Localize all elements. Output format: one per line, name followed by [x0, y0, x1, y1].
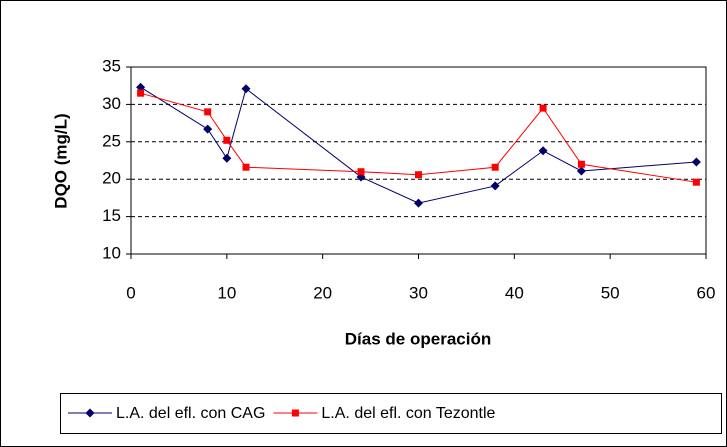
- plot-area: [130, 66, 707, 255]
- x-tick-label: 20: [313, 283, 332, 302]
- y-tick-label: 35: [102, 56, 121, 75]
- marker: [137, 89, 145, 97]
- x-tick-label: 40: [505, 283, 524, 302]
- legend-box: [60, 393, 722, 434]
- marker: [692, 178, 700, 186]
- x-tick-label: 30: [409, 283, 428, 302]
- marker: [490, 181, 500, 191]
- legend-label: L.A. del efl. con Tezontle: [321, 405, 495, 422]
- marker: [222, 153, 232, 163]
- series-line: [140, 92, 697, 183]
- y-tick-label: 25: [102, 131, 121, 150]
- y-tick-label: 20: [102, 169, 121, 188]
- marker: [223, 136, 231, 144]
- marker: [538, 146, 548, 156]
- legend-marker: [85, 408, 95, 418]
- legend-marker: [291, 409, 299, 417]
- marker: [204, 108, 212, 116]
- x-tick-label: 50: [601, 283, 620, 302]
- x-tick-label: 0: [126, 283, 135, 302]
- marker: [491, 163, 499, 171]
- y-axis-title: DQO (mg/L): [51, 113, 70, 208]
- marker: [241, 84, 251, 94]
- series-line: [140, 86, 697, 204]
- marker: [577, 160, 585, 168]
- marker: [414, 198, 423, 208]
- marker: [576, 166, 586, 176]
- x-axis-title: Días de operación: [345, 329, 491, 348]
- marker: [203, 124, 213, 134]
- marker: [242, 163, 250, 171]
- marker: [691, 157, 701, 167]
- x-tick-label: 60: [697, 283, 716, 302]
- x-tick-label: 10: [217, 283, 236, 302]
- y-tick-label: 15: [102, 206, 121, 225]
- marker: [357, 168, 365, 176]
- y-tick-label: 10: [102, 243, 121, 262]
- marker: [539, 104, 547, 112]
- y-tick-label: 30: [102, 94, 121, 113]
- marker: [415, 171, 422, 179]
- legend-label: L.A. del efl. con CAG: [116, 405, 265, 422]
- marker: [136, 82, 146, 92]
